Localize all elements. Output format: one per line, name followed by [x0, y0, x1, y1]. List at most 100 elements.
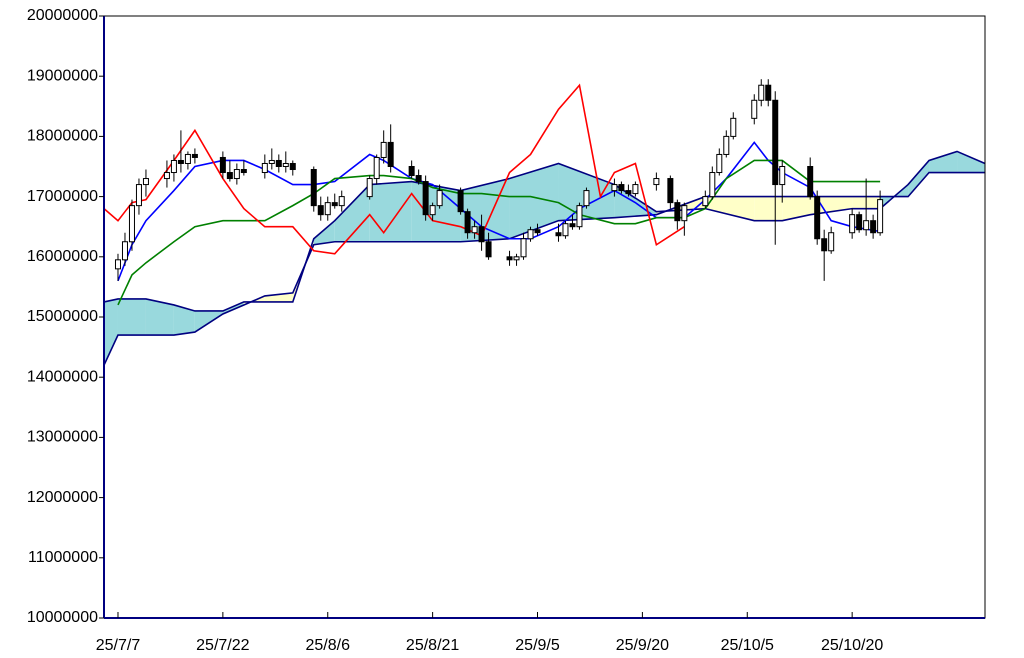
candle-body	[709, 172, 716, 198]
candle-body	[261, 162, 268, 174]
candle-body	[562, 223, 569, 237]
candle-body	[478, 226, 485, 243]
candle-body	[807, 166, 814, 198]
candle-body	[618, 184, 625, 192]
candle-body	[457, 190, 464, 213]
candle-body	[471, 226, 478, 234]
y-tick-label: 11000000	[28, 549, 98, 566]
y-tick-label: 14000000	[27, 368, 98, 385]
candle-body	[828, 232, 835, 252]
candle-body	[716, 153, 723, 174]
candle-body	[506, 256, 513, 261]
cloud-segment	[411, 181, 461, 242]
candle-body	[226, 172, 233, 180]
x-tick-label: 25/10/20	[821, 637, 883, 654]
candles	[114, 79, 884, 281]
candle-body	[415, 175, 422, 183]
y-tick-label: 12000000	[27, 489, 98, 506]
candle-body	[233, 169, 240, 180]
candle-body	[765, 84, 772, 101]
candle-body	[870, 220, 877, 234]
plot-frame	[103, 15, 986, 619]
x-tick-label: 25/8/21	[406, 637, 459, 654]
candle-body	[632, 184, 639, 195]
cloud-segment	[509, 163, 559, 239]
candle-body	[268, 159, 275, 164]
candle-body	[856, 214, 863, 231]
x-tick-label: 25/8/6	[306, 637, 351, 654]
candle-body	[520, 238, 527, 258]
candle-body	[184, 153, 191, 164]
candle-body	[170, 159, 177, 174]
candle-body	[485, 241, 492, 258]
candle-body	[289, 162, 296, 171]
candle-body	[310, 169, 317, 207]
cloud-segment	[117, 298, 146, 336]
candle-body	[877, 199, 884, 234]
candle-body	[128, 205, 135, 243]
candle-body	[814, 196, 821, 240]
y-tick-label: 20000000	[27, 7, 98, 24]
candle-body	[338, 196, 345, 207]
candle-body	[114, 259, 121, 270]
cloud-segment	[705, 196, 755, 221]
x-tick-label: 25/7/22	[196, 637, 249, 654]
candle-body	[779, 166, 786, 186]
cloud-segment	[369, 181, 412, 242]
candle-body	[625, 190, 632, 195]
y-tick-label: 18000000	[27, 128, 98, 145]
x-tick-label: 25/7/7	[96, 637, 141, 654]
candle-body	[219, 156, 226, 174]
cloud-segment	[173, 304, 195, 336]
cloud-segment	[754, 196, 783, 221]
candle-body	[317, 205, 324, 216]
x-tick-label: 25/9/20	[616, 637, 669, 654]
candle-body	[163, 172, 170, 180]
candle-body	[611, 184, 618, 192]
candle-body	[674, 202, 681, 222]
cloud-segment	[313, 220, 335, 245]
candle-body	[366, 178, 373, 198]
candle-body	[121, 241, 128, 261]
candle-body	[730, 117, 737, 137]
candle-body	[408, 166, 415, 177]
candle-body	[527, 229, 534, 240]
candle-body	[569, 223, 576, 228]
candle-body	[681, 205, 688, 222]
candle-body	[191, 153, 198, 158]
indicator-line	[117, 159, 881, 306]
candle-body	[653, 178, 660, 186]
cloud-segment	[145, 298, 174, 336]
candle-body	[723, 135, 730, 155]
candle-body	[583, 190, 590, 207]
x-tick-label: 25/9/5	[515, 637, 560, 654]
candle-body	[751, 99, 758, 119]
y-tick-label: 13000000	[27, 429, 98, 446]
candle-body	[135, 184, 142, 207]
cloud-segment	[782, 196, 811, 221]
candle-body	[576, 205, 583, 228]
cloud	[104, 151, 985, 366]
cloud-segment	[334, 184, 370, 242]
candle-body	[702, 196, 709, 207]
y-tick-label: 10000000	[27, 609, 98, 626]
candle-body	[863, 220, 870, 231]
candle-body	[324, 202, 331, 216]
candle-body	[849, 214, 856, 234]
cloud-segment	[104, 298, 118, 366]
candle-body	[513, 256, 520, 261]
candle-body	[240, 169, 247, 174]
candle-body	[821, 238, 828, 252]
y-tick-label: 19000000	[27, 67, 98, 84]
candle-body	[464, 211, 471, 234]
cloud-segment	[929, 151, 958, 173]
x-tick-label: 25/10/5	[721, 637, 774, 654]
cloud-segment	[810, 196, 853, 215]
y-tick-label: 16000000	[27, 248, 98, 265]
candle-body	[772, 99, 779, 186]
candle-body	[282, 162, 289, 168]
indicator-line	[117, 141, 881, 282]
candle-body	[142, 178, 149, 186]
candle-body	[331, 202, 338, 207]
